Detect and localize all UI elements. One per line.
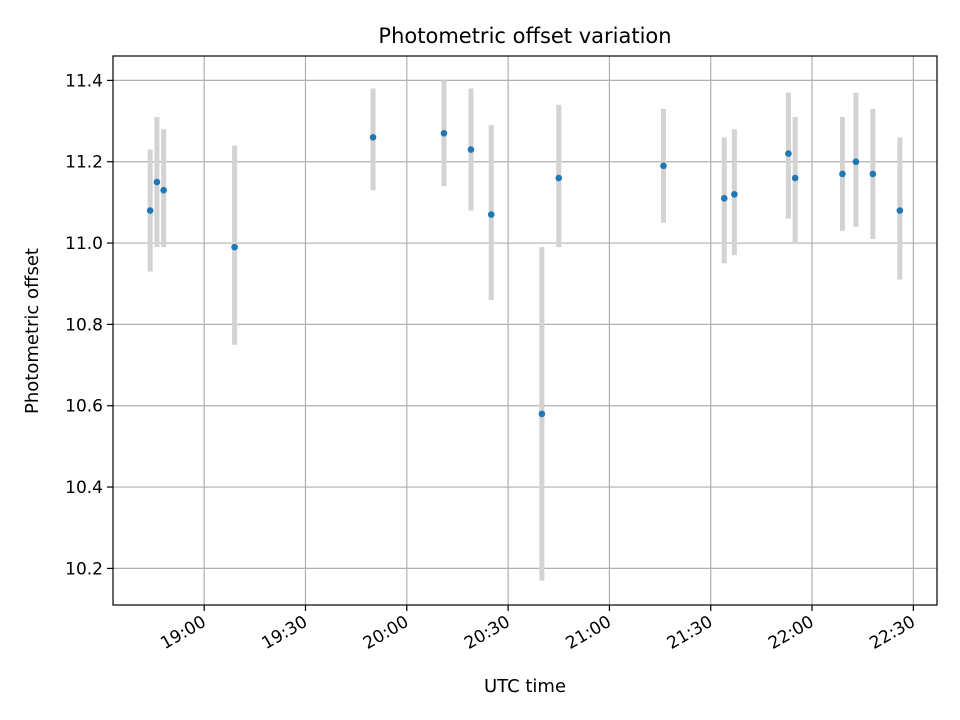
data-point — [791, 174, 799, 182]
data-point — [231, 243, 238, 251]
data-point — [538, 410, 546, 418]
data-point — [369, 134, 377, 141]
x-axis-title: UTC time — [484, 676, 566, 697]
data-point — [720, 195, 728, 202]
data-point — [785, 150, 792, 157]
data-point — [660, 162, 667, 170]
chart-title: Photometric offset variation — [378, 24, 671, 48]
y-tick-label: 10.2 — [65, 559, 103, 579]
y-tick-label: 10.4 — [65, 478, 103, 498]
plot-frame — [112, 55, 938, 606]
data-point — [555, 174, 563, 182]
grid — [113, 56, 937, 605]
data-point — [852, 158, 860, 166]
data-point — [869, 170, 877, 178]
y-tick-label: 10.6 — [65, 397, 103, 417]
data-point — [896, 207, 904, 214]
y-axis-title: Photometric offset — [22, 248, 43, 414]
data-point — [839, 170, 846, 178]
y-tick-label: 10.8 — [65, 315, 103, 335]
data-points — [146, 129, 904, 418]
data-point — [153, 178, 161, 186]
data-point — [467, 146, 475, 153]
y-axis: 10.2 10.4 10.6 10.8 11.0 11.2 11.4 — [65, 71, 113, 579]
y-tick-label: 11.2 — [65, 153, 103, 173]
y-tick-label: 11.4 — [65, 71, 103, 91]
data-point — [731, 190, 738, 198]
y-tick-label: 11.0 — [65, 234, 103, 254]
data-point — [487, 211, 495, 218]
data-point — [160, 186, 167, 194]
data-point — [440, 129, 448, 137]
data-point — [146, 207, 154, 214]
